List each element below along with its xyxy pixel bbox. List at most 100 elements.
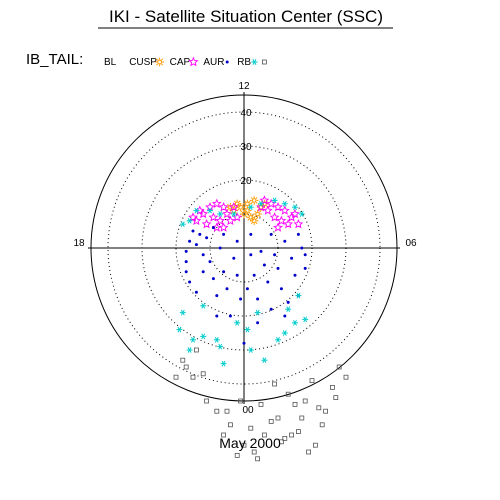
data-point <box>205 236 209 240</box>
data-point <box>292 319 298 326</box>
data-point <box>184 270 188 274</box>
data-point <box>208 212 219 222</box>
data-point <box>200 371 206 377</box>
data-point <box>221 432 227 438</box>
data-point <box>243 199 252 208</box>
data-point <box>272 381 278 387</box>
data-point <box>190 374 196 380</box>
data-point <box>188 212 198 222</box>
data-point <box>256 202 266 212</box>
data-point <box>208 260 212 264</box>
data-point <box>247 204 254 211</box>
data-point <box>259 195 270 205</box>
data-point <box>298 211 305 217</box>
angular-labels: 12 18 06 00 <box>73 81 417 416</box>
radial-tick-label: 40 <box>240 108 252 119</box>
angular-label-right: 06 <box>405 238 417 249</box>
data-point <box>191 229 195 233</box>
data-point <box>343 374 349 380</box>
data-point <box>232 256 236 260</box>
data-point <box>228 202 239 212</box>
data-point <box>249 232 253 236</box>
data-point <box>211 226 215 230</box>
legend-item: CAP <box>170 56 199 68</box>
legend-label: RB <box>237 57 251 68</box>
data-point <box>183 364 189 370</box>
data-point <box>188 280 192 284</box>
angular-label-top: 12 <box>238 81 250 92</box>
data-point <box>273 202 283 212</box>
data-point <box>213 336 220 343</box>
data-point <box>289 432 295 438</box>
data-point <box>198 232 202 236</box>
data-point <box>186 217 193 224</box>
data-point <box>241 442 247 448</box>
data-point <box>261 59 267 65</box>
data-point <box>283 219 294 229</box>
angular-label-bottom: 00 <box>242 405 254 416</box>
data-point <box>214 408 220 414</box>
data-point <box>295 429 301 435</box>
data-point <box>215 215 226 225</box>
data-point <box>250 196 259 205</box>
data-point <box>256 297 260 301</box>
data-point <box>190 336 196 343</box>
data-point <box>269 232 273 236</box>
data-point <box>188 56 199 67</box>
data-point <box>275 415 281 421</box>
data-point <box>266 280 270 284</box>
data-point <box>234 319 241 326</box>
data-point <box>256 321 260 325</box>
data-point <box>204 398 210 404</box>
data-point <box>299 415 305 421</box>
data-point <box>218 202 229 212</box>
data-point <box>235 273 239 277</box>
data-point <box>329 384 335 390</box>
data-point <box>188 239 192 243</box>
data-points <box>173 195 349 462</box>
data-point <box>285 306 292 313</box>
data-point <box>273 222 283 232</box>
data-point <box>238 398 244 404</box>
data-point <box>215 314 219 318</box>
data-point <box>273 253 277 257</box>
data-point <box>306 449 312 455</box>
legend-item: BL <box>104 57 117 68</box>
data-point <box>281 330 288 336</box>
radial-tick-label: 30 <box>240 142 252 153</box>
data-point <box>179 309 186 316</box>
data-point <box>234 452 240 458</box>
legend-heading: IB_TAIL: <box>26 51 83 68</box>
data-point <box>184 260 188 264</box>
data-point <box>292 401 298 407</box>
data-point <box>255 456 261 462</box>
data-point <box>279 287 283 291</box>
data-point <box>258 401 264 407</box>
chart-title: IKI - Satellite Situation Center (SSC) <box>109 7 383 26</box>
data-point <box>276 215 287 225</box>
data-point <box>205 202 215 212</box>
data-point <box>207 207 213 214</box>
data-point <box>293 219 304 229</box>
data-point <box>300 246 304 250</box>
data-point <box>290 208 300 219</box>
data-point <box>184 249 188 253</box>
data-point <box>242 341 246 345</box>
data-point <box>239 297 243 301</box>
legend-item: RB <box>237 57 258 68</box>
data-point <box>220 360 227 367</box>
data-point <box>180 357 186 363</box>
data-point <box>323 408 329 414</box>
data-point <box>296 232 300 236</box>
data-point <box>193 347 199 353</box>
radial-tick-label: 20 <box>240 176 252 187</box>
radial-tick-labels: 20 30 40 <box>240 108 252 187</box>
data-point <box>302 316 309 323</box>
legend-label: BL <box>104 57 117 68</box>
chart-subtitle: May 2000 <box>219 435 281 451</box>
data-point <box>194 243 198 247</box>
data-point <box>249 253 253 257</box>
data-point <box>235 239 239 243</box>
data-point <box>247 347 254 353</box>
data-point <box>215 294 219 298</box>
